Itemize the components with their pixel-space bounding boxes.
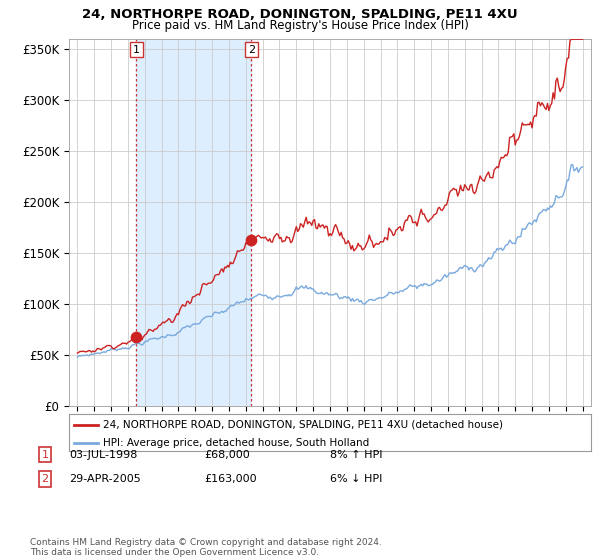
- Text: 03-JUL-1998: 03-JUL-1998: [69, 450, 137, 460]
- Text: 29-APR-2005: 29-APR-2005: [69, 474, 141, 484]
- Text: 8% ↑ HPI: 8% ↑ HPI: [330, 450, 383, 460]
- Text: 24, NORTHORPE ROAD, DONINGTON, SPALDING, PE11 4XU: 24, NORTHORPE ROAD, DONINGTON, SPALDING,…: [82, 8, 518, 21]
- Text: £68,000: £68,000: [204, 450, 250, 460]
- Text: 24, NORTHORPE ROAD, DONINGTON, SPALDING, PE11 4XU (detached house): 24, NORTHORPE ROAD, DONINGTON, SPALDING,…: [103, 419, 503, 430]
- Point: [131, 332, 141, 341]
- Text: £163,000: £163,000: [204, 474, 257, 484]
- Bar: [136, 39, 251, 406]
- Text: 2: 2: [41, 474, 49, 484]
- Text: 2: 2: [248, 45, 255, 55]
- Text: Price paid vs. HM Land Registry's House Price Index (HPI): Price paid vs. HM Land Registry's House …: [131, 19, 469, 32]
- Text: Contains HM Land Registry data © Crown copyright and database right 2024.
This d: Contains HM Land Registry data © Crown c…: [30, 538, 382, 557]
- Point: [247, 235, 256, 244]
- Text: 6% ↓ HPI: 6% ↓ HPI: [330, 474, 382, 484]
- Text: 1: 1: [41, 450, 49, 460]
- Text: 1: 1: [133, 45, 140, 55]
- Text: HPI: Average price, detached house, South Holland: HPI: Average price, detached house, Sout…: [103, 438, 369, 448]
